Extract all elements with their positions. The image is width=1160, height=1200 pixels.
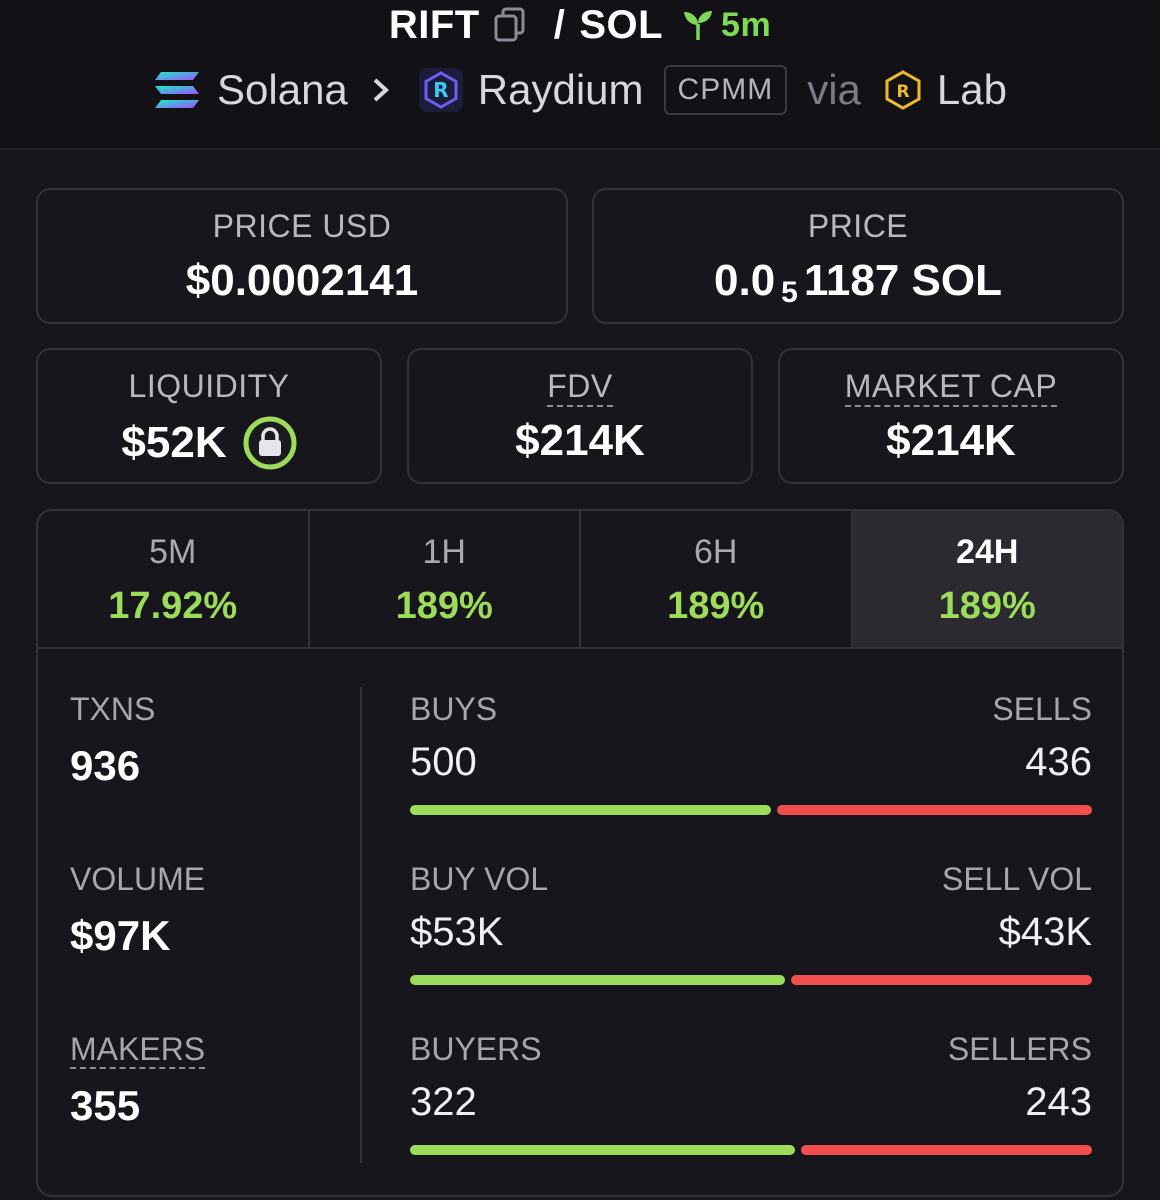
- timeframe-tabs: 5M 17.92% 1H 189% 6H 189% 24H 189%: [38, 511, 1122, 649]
- sellers-bar: [801, 1145, 1092, 1155]
- pool-type-badge: CPMM: [663, 65, 788, 115]
- fdv-value: $214K: [515, 416, 645, 465]
- txns-label: TXNS: [70, 691, 156, 727]
- market-cap-value: $214K: [886, 416, 1016, 465]
- makers-value: 355: [70, 1082, 141, 1129]
- launchpad-name[interactable]: Lab: [936, 66, 1007, 113]
- quote-symbol: SOL: [579, 2, 664, 47]
- market-cap-label: MARKET CAP: [780, 368, 1122, 407]
- buyers-value: 322: [410, 1080, 477, 1124]
- tab-1h[interactable]: 1H 189%: [310, 511, 581, 647]
- svg-text:R: R: [896, 82, 909, 102]
- pair-breadcrumb: Solana R Raydium CPMM via R Lab: [0, 60, 1160, 120]
- token-symbol: RIFT: [388, 2, 480, 47]
- volume-metric: VOLUME $97K: [70, 861, 205, 960]
- solana-logo: [153, 70, 201, 110]
- copy-icon[interactable]: [494, 7, 526, 43]
- change-6h: 189%: [667, 585, 765, 627]
- buys-label: BUYS: [410, 691, 498, 727]
- price-native-lead: 0.0: [714, 256, 776, 305]
- change-1h: 189%: [395, 585, 493, 627]
- sell-vol-bar: [791, 975, 1092, 985]
- makers-label: MAKERS: [70, 1031, 206, 1069]
- liquidity-value-row: $52K: [38, 416, 380, 470]
- price-native-value: 0.0 5 1187 SOL: [594, 256, 1122, 309]
- buy-vol-value: $53K: [410, 910, 504, 954]
- buy-vol-bar: [410, 975, 785, 985]
- tab-6h[interactable]: 6H 189%: [581, 511, 853, 647]
- dex-name[interactable]: Raydium: [477, 66, 644, 113]
- market-cap-card[interactable]: MARKET CAP $214K: [778, 348, 1124, 484]
- liquidity-value: $52K: [121, 418, 227, 467]
- sell-vol-label: SELL VOL: [941, 861, 1092, 897]
- raydium-logo: R: [418, 67, 464, 113]
- pair-header: RIFT / SOL 5m: [0, 0, 1160, 150]
- price-native-label: PRICE: [807, 208, 909, 244]
- sprout-icon: [681, 8, 715, 42]
- sell-vol-value: $43K: [998, 910, 1092, 954]
- fdv-label: FDV: [409, 368, 751, 407]
- price-native-tail: 1187 SOL: [803, 256, 1002, 305]
- timeframe-panel: 5M 17.92% 1H 189% 6H 189% 24H 189% TXNS …: [36, 509, 1124, 1197]
- sellers-label: SELLERS: [947, 1031, 1092, 1067]
- price-zero-count: 5: [781, 276, 798, 309]
- chain-name[interactable]: Solana: [217, 66, 348, 113]
- sellers-value: 243: [1025, 1080, 1092, 1124]
- tab-24h[interactable]: 24H 189%: [852, 511, 1122, 647]
- price-usd-label: PRICE USD: [212, 208, 392, 244]
- via-label: via: [807, 66, 861, 113]
- change-24h: 189%: [938, 585, 1036, 627]
- fdv-card[interactable]: FDV $214K: [407, 348, 753, 484]
- buy-vol-label: BUY VOL: [410, 861, 549, 897]
- lab-logo: R: [883, 69, 923, 111]
- txns-metric: TXNS 936: [70, 691, 155, 790]
- pair-title: RIFT / SOL 5m: [0, 0, 1160, 50]
- sells-value: 436: [1025, 740, 1092, 784]
- buys-value: 500: [410, 740, 477, 784]
- buyers-label: BUYERS: [410, 1031, 542, 1067]
- volume-label: VOLUME: [70, 861, 206, 897]
- tab-5m[interactable]: 5M 17.92%: [38, 511, 310, 647]
- buyers-bar: [410, 1145, 795, 1155]
- price-usd-card: PRICE USD $0.0002141: [36, 188, 568, 324]
- buys-bar: [410, 805, 771, 815]
- sells-label: SELLS: [992, 691, 1092, 727]
- change-5m: 17.92%: [108, 585, 238, 627]
- pair-separator: /: [553, 2, 566, 47]
- price-native-card: PRICE 0.0 5 1187 SOL: [592, 188, 1124, 324]
- svg-text:R: R: [433, 78, 448, 102]
- column-divider: [360, 687, 362, 1163]
- buy-sell-volume-split: BUY VOL $53K SELL VOL $43K: [410, 861, 1092, 991]
- lock-icon[interactable]: [243, 416, 297, 470]
- txns-value: 936: [70, 742, 141, 789]
- buyers-sellers-split: BUYERS 322 SELLERS 243: [410, 1031, 1092, 1161]
- volume-value: $97K: [70, 912, 171, 959]
- liquidity-card: LIQUIDITY $52K: [36, 348, 382, 484]
- price-usd-value: $0.0002141: [185, 256, 419, 305]
- makers-metric[interactable]: MAKERS 355: [70, 1031, 206, 1130]
- pair-age: 5m: [721, 5, 772, 44]
- sells-bar: [777, 805, 1092, 815]
- liquidity-label: LIQUIDITY: [128, 368, 290, 404]
- buys-sells-split: BUYS 500 SELLS 436: [410, 691, 1092, 821]
- chevron-right-icon: [372, 77, 390, 103]
